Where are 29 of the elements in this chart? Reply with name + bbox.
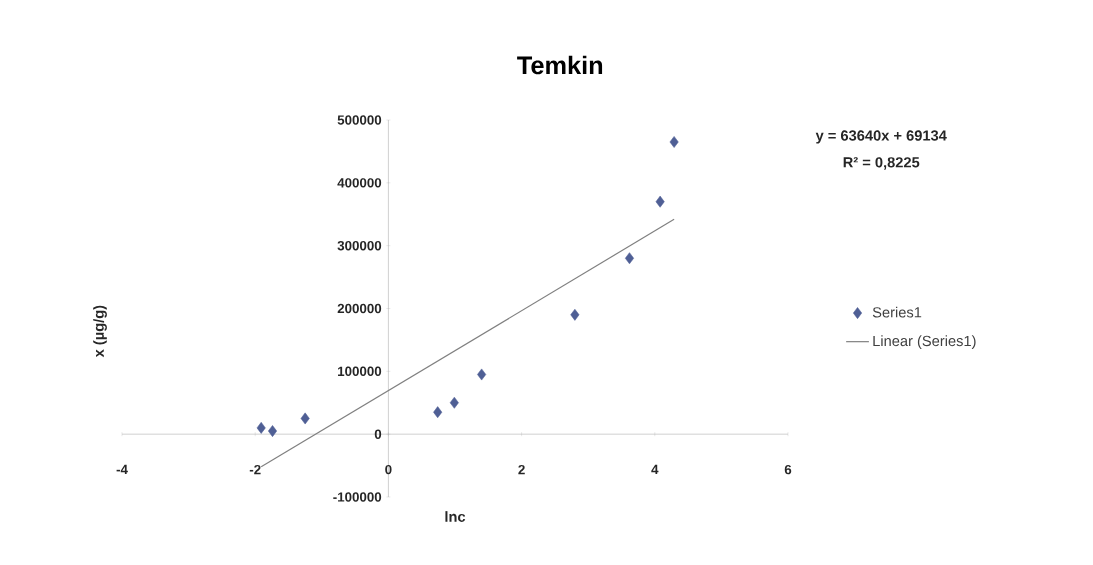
- x-tick-label: 6: [784, 464, 792, 475]
- x-tick-label: 4: [651, 464, 659, 475]
- point: [669, 136, 679, 148]
- point: [570, 308, 580, 321]
- x-tick-label: 0: [385, 464, 392, 475]
- y-tick-label: -100000: [333, 492, 382, 502]
- y-tick-label: 400000: [337, 178, 382, 188]
- chart-title: Temkin: [517, 55, 603, 75]
- y-axis-title: x (µg/g): [93, 305, 107, 358]
- x-axis-title: lnc: [445, 511, 466, 522]
- legend-label: Series1: [872, 306, 922, 318]
- text: y = 63640x + 69134: [815, 130, 947, 144]
- legend-label: Linear (Series1): [873, 335, 976, 350]
- point: [655, 195, 665, 208]
- point: [433, 406, 443, 419]
- x-tick-label: 2: [518, 464, 525, 475]
- y-tick-label: 200000: [337, 303, 382, 314]
- point: [300, 412, 310, 425]
- y-tick-label: 500000: [337, 115, 382, 125]
- point: [477, 368, 487, 381]
- y-tick-label: 100000: [338, 366, 382, 377]
- y-tick-label: 0: [374, 429, 382, 439]
- point: [256, 422, 266, 434]
- y-tick-label: 300000: [337, 240, 382, 251]
- point: [449, 396, 459, 409]
- x-tick-label: -4: [116, 464, 128, 475]
- text: R² = 0,8225: [843, 157, 920, 170]
- x-tick-label: -2: [249, 464, 261, 475]
- point: [268, 425, 277, 437]
